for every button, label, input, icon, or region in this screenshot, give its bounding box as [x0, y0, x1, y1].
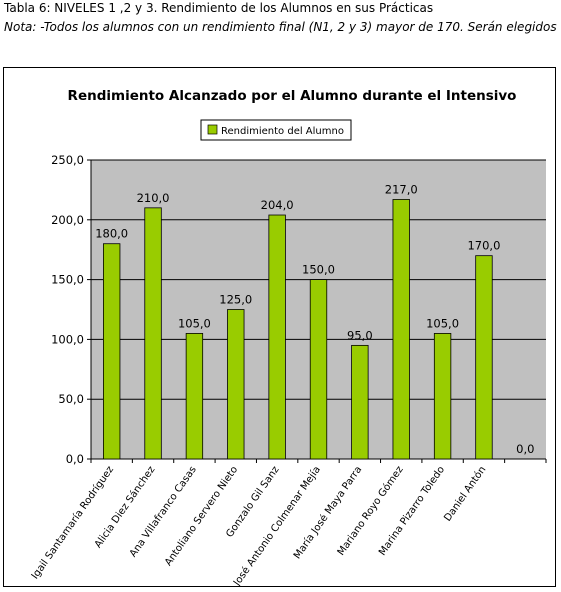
data-label: 105,0	[426, 316, 459, 330]
bar	[475, 255, 493, 460]
chart-title: Rendimiento Alcanzado por el Alumno dura…	[68, 88, 517, 104]
data-label: 210,0	[137, 191, 170, 205]
data-label: 150,0	[302, 263, 335, 277]
bar	[227, 309, 245, 460]
x-tick-label: José Antonio Colmenar Mejía	[230, 464, 323, 586]
data-label: 95,0	[347, 328, 373, 342]
data-label: 204,0	[261, 198, 294, 212]
bar	[392, 199, 410, 460]
x-tick-label: Daniel Antón	[442, 464, 489, 524]
y-tick-label: 100,0	[51, 332, 84, 346]
x-tick-label: Igail Santamaría Rodríguez	[29, 464, 116, 581]
x-tick-label: María José Maya Parra	[291, 464, 364, 561]
bar	[268, 214, 286, 460]
legend-box	[200, 119, 352, 141]
data-label: 125,0	[219, 293, 252, 307]
bar	[185, 333, 204, 460]
bar-chart: Rendimiento Alcanzado por el Alumno dura…	[29, 88, 547, 586]
y-tick-label: 150,0	[51, 273, 84, 287]
x-tick-label: Antoliano Servero Nieto	[163, 464, 240, 568]
data-label: 180,0	[95, 227, 128, 241]
chart-frame: Rendimiento Alcanzado por el Alumno dura…	[3, 67, 556, 587]
y-tick-label: 50,0	[58, 392, 84, 406]
bar	[433, 333, 452, 460]
legend-swatch	[207, 124, 218, 135]
bar	[351, 344, 369, 460]
y-tick-label: 250,0	[51, 153, 84, 167]
data-label: 217,0	[385, 182, 418, 196]
bar	[144, 207, 162, 460]
data-label: 0,0	[516, 442, 534, 456]
data-label: 170,0	[467, 239, 500, 253]
legend-label: Rendimiento del Alumno	[221, 126, 344, 137]
bar	[309, 279, 328, 460]
bar	[103, 243, 121, 460]
caption-note: Nota: -Todos los alumnos con un rendimie…	[4, 20, 557, 34]
data-label: 105,0	[178, 316, 211, 330]
caption-title: Tabla 6: NIVELES 1 ,2 y 3. Rendimiento d…	[4, 1, 434, 15]
y-tick-label: 200,0	[51, 213, 84, 227]
y-tick-label: 0,0	[66, 452, 84, 466]
